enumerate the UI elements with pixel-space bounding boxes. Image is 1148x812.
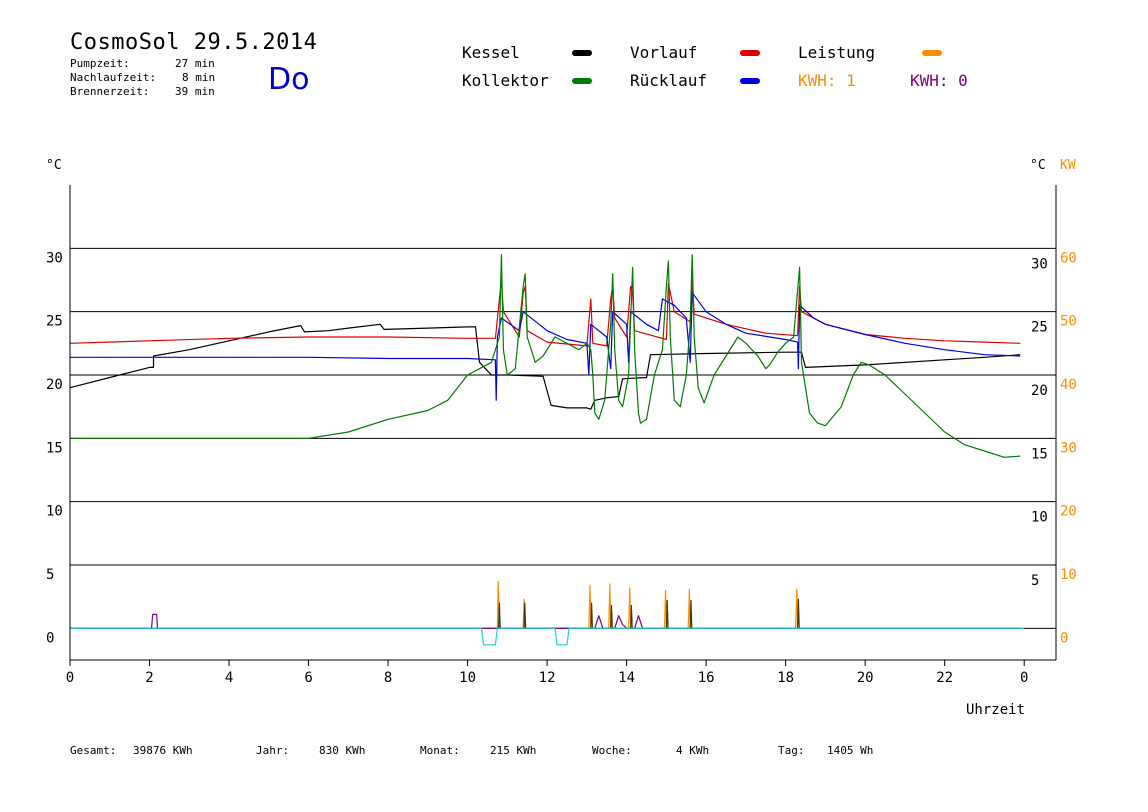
x-tick-label: 10 [459,670,476,686]
y-tick-label-left: 10 [46,504,63,520]
footer-woche-label: Woche: [592,744,632,757]
y-tick-label-left: 20 [46,377,63,393]
y-tick-label-left: 5 [46,567,54,583]
series-vorlauf [69,279,1021,347]
chart-title: CosmoSol 29.5.2014 [70,30,318,55]
footer-monat-value: 215 KWh [490,744,537,757]
y-tick-label-right-temp: 30 [1031,256,1048,272]
y-tick-label-right-power: 0 [1060,630,1068,646]
series-leistung_dark [70,598,1021,629]
footer-monat-label: Monat: [420,744,460,757]
y-tick-label-right-power: 30 [1060,440,1077,456]
x-tick-label: 16 [698,670,715,686]
x-tick-label: 8 [384,670,392,686]
footer-jahr-label: Jahr: [256,744,290,757]
stat-brennerzeit-label: Brennerzeit: [70,85,150,98]
y-tick-label-right-temp: 20 [1031,383,1048,399]
legend-kwh-1: KWH: 1 [798,71,856,90]
x-tick-label: 18 [777,670,794,686]
x-tick-label: 0 [1020,670,1028,686]
y-tick-label-right-power: 60 [1060,250,1077,266]
y-tick-label-right-temp: 15 [1031,446,1048,462]
y-tick-label-right-temp: 10 [1031,510,1048,526]
y-tick-label-right-temp: 25 [1031,320,1048,336]
footer-gesamt-value: 39876 KWh [133,744,193,757]
data-series [69,254,1025,646]
x-tick-label: 0 [66,670,74,686]
footer-tag-label: Tag: [778,744,805,757]
legend-kollektor: Kollektor [462,71,549,90]
footer-woche-value: 4 KWh [676,744,710,757]
legend-kessel: Kessel [462,43,520,62]
legend-vorlauf: Vorlauf [630,43,698,62]
x-tick-label: 14 [618,670,635,686]
stat-nachlaufzeit-label: Nachlaufzeit: [70,71,157,84]
footer-jahr-value: 830 KWh [319,744,366,757]
x-tick-label: 20 [857,670,874,686]
y-axis-right-power-unit: KW [1060,158,1076,173]
stat-pumpzeit-value: 27 min [175,57,215,70]
y-tick-label-right-power: 40 [1060,377,1077,393]
legend-kollektor-swatch [572,78,592,84]
series-kwh0 [70,613,1021,629]
stat-brennerzeit-value: 39 min [175,85,215,98]
weekday-label: Do [268,62,310,97]
axes: 0 2 4 6 8 10 12 14 16 18 20 22 0 0 5 10 15 20 25 30 5 10 15 20 2… [46,185,1077,686]
legend-ruecklauf-swatch [740,78,760,84]
stat-nachlaufzeit-value: 8 min [182,71,216,84]
legend-vorlauf-swatch [740,50,760,56]
y-tick-label-left: 30 [46,250,63,266]
y-axis-left-unit: °C [46,158,62,173]
footer-gesamt-label: Gesamt: [70,744,117,757]
legend-leistung-swatch [922,50,942,56]
y-tick-label-right-power: 20 [1060,504,1077,520]
y-tick-label-left: 25 [46,314,63,330]
y-tick-label-left: 15 [46,440,63,456]
x-tick-label: 6 [304,670,312,686]
y-tick-label-right-power: 50 [1060,314,1077,330]
series-kollektor [70,254,1021,458]
x-tick-label: 2 [145,670,153,686]
series-pumpe [70,627,1025,646]
legend-ruecklauf: Rücklauf [630,71,708,90]
y-axis-right-temp-unit: °C [1030,158,1046,173]
legend-kessel-swatch [572,50,592,56]
y-tick-label-right-temp: 5 [1031,573,1039,589]
footer-tag-value: 1405 Wh [827,744,874,757]
legend-kwh-0: KWH: 0 [910,71,968,90]
series-leistung [70,580,1021,629]
y-tick-label-left: 0 [46,630,54,646]
y-tick-label-right-power: 10 [1060,567,1077,583]
legend-leistung: Leistung [798,43,876,62]
x-tick-label: 22 [936,670,953,686]
x-tick-label: 4 [225,670,233,686]
x-axis-label: Uhrzeit [966,702,1026,718]
stat-pumpzeit-label: Pumpzeit: [70,57,130,70]
x-tick-label: 12 [539,670,556,686]
